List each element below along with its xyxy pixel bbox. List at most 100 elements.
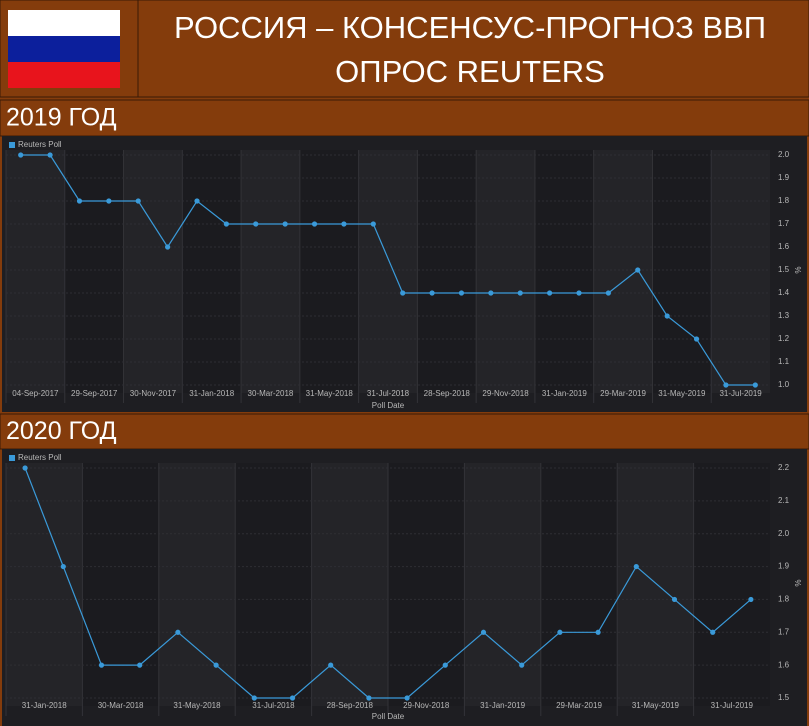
column-stripe [534,150,594,393]
column-stripe [182,150,242,393]
data-point [223,221,229,227]
column-stripe [711,150,770,393]
data-point [47,152,53,158]
x-tick-label: 29-Mar-2019 [600,389,646,398]
x-tick-label: 28-Sep-2018 [424,389,471,398]
data-point [282,221,288,227]
data-point [328,662,334,668]
section-bar [0,99,809,137]
y-tick-label: 1.1 [778,357,790,366]
data-point [519,662,525,668]
data-point [723,382,729,388]
y-tick-label: 1.5 [778,265,790,274]
section-title: 2019 ГОД [6,104,117,132]
data-point [135,198,141,204]
y-tick-label: 1.4 [778,288,790,297]
column-stripe [64,150,124,393]
data-point [595,629,601,635]
data-point [429,290,435,296]
x-tick-label: 28-Sep-2018 [327,701,374,710]
column-stripe [6,150,65,393]
data-point [576,290,582,296]
section-title: 2020 ГОД [6,417,117,445]
data-point [635,267,641,273]
column-stripe [464,463,541,706]
data-point [400,290,406,296]
x-tick-label: 29-Nov-2018 [482,389,529,398]
data-point [106,198,112,204]
x-axis-label: Poll Date [372,712,405,721]
y-tick-label: 1.8 [778,196,790,205]
column-stripe [311,463,388,706]
column-stripe [652,150,712,393]
data-point [442,662,448,668]
y-tick-label: 2.0 [778,150,790,159]
data-point [76,198,83,204]
column-stripe [235,463,312,706]
data-point [60,563,66,570]
y-tick-label: 1.0 [778,380,790,389]
y-tick-label: 1.5 [778,693,790,702]
data-point [480,629,487,635]
legend-label: Reuters Poll [18,140,62,149]
x-tick-label: 31-Jul-2018 [252,701,295,710]
x-tick-label: 31-Jul-2019 [719,389,762,398]
data-point [488,290,494,296]
data-point [251,695,257,701]
column-stripe [358,150,418,393]
data-point [370,221,376,227]
x-tick-label: 30-Nov-2017 [130,389,177,398]
data-point [671,596,678,603]
x-tick-label: 29-Mar-2019 [556,701,602,710]
data-point [517,290,523,296]
data-point [458,290,465,296]
data-point [404,695,410,701]
column-stripe [388,463,465,706]
y-tick-label: 2.2 [778,463,790,472]
column-stripe [299,150,359,393]
y-tick-label: 1.6 [778,242,790,251]
x-tick-label: 31-May-2018 [173,701,221,710]
title-line: РОССИЯ – КОНСЕНСУС-ПРОГНОЗ ВВП [174,10,766,45]
x-tick-label: 30-Mar-2018 [98,701,144,710]
column-stripe [417,150,477,393]
column-stripe [241,150,300,393]
data-point [18,152,24,158]
legend-swatch [9,455,15,461]
flag-red [8,62,120,88]
data-point [633,563,639,570]
x-tick-label: 31-May-2019 [632,701,680,710]
column-stripe [82,463,159,706]
y-tick-label: 1.2 [778,334,790,343]
data-point [137,662,143,668]
column-stripe [6,463,83,706]
data-point [605,290,611,296]
data-point [213,662,219,668]
y-axis-label: % [793,266,802,273]
data-point [366,695,372,701]
data-point [165,244,171,250]
y-tick-label: 2.1 [778,496,790,505]
column-stripe [593,150,653,393]
data-point [253,221,259,227]
y-tick-label: 1.9 [778,173,790,182]
series-line [24,467,752,699]
title-line: ОПРОС REUTERS [335,54,605,89]
x-tick-label: 31-May-2019 [658,389,706,398]
x-tick-label: 04-Sep-2017 [12,389,59,398]
x-tick-label: 30-Mar-2018 [248,389,294,398]
x-tick-label: 31-Jul-2018 [367,389,410,398]
data-point [557,629,563,635]
data-point [547,290,553,296]
x-tick-label: 29-Sep-2017 [71,389,118,398]
data-point [311,221,318,227]
y-tick-label: 1.8 [778,595,790,604]
flag-blue [8,36,120,62]
y-tick-label: 1.7 [778,627,790,636]
x-tick-label: 31-Jan-2018 [189,389,234,398]
column-stripe [123,150,183,393]
x-tick-label: 29-Nov-2018 [403,701,450,710]
series-line [20,154,756,386]
column-stripe [693,463,770,706]
section-bar [0,413,809,450]
